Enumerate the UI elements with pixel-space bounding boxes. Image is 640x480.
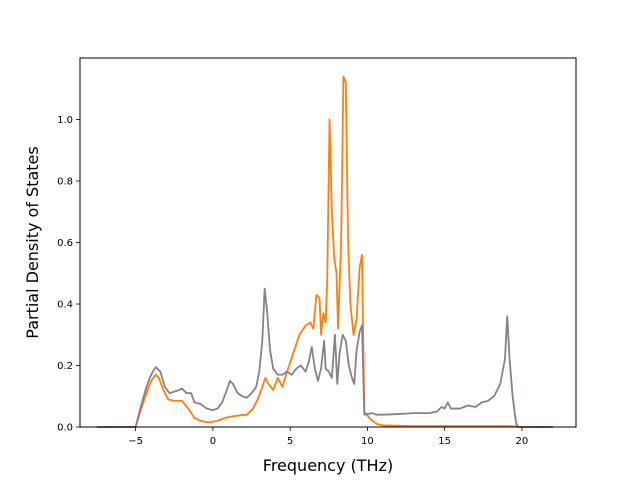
x-axis-ticks: −5 0 5 10 15 20 (128, 427, 528, 447)
series-line-2 (97, 287, 553, 428)
series-line-1 (97, 75, 553, 428)
x-tick-label: 5 (287, 436, 293, 447)
x-tick-label: 10 (361, 436, 374, 447)
x-axis-label: Frequency (THz) (263, 456, 393, 475)
plot-lines (97, 75, 553, 428)
y-tick-label: 0.8 (57, 177, 73, 188)
x-tick-label: 20 (516, 436, 529, 447)
y-axis-ticks: 0.0 0.2 0.4 0.6 0.8 1.0 (57, 115, 80, 434)
y-tick-label: 0.2 (57, 361, 73, 372)
y-tick-label: 0.0 (57, 423, 73, 434)
x-tick-label: −5 (128, 436, 143, 447)
y-tick-label: 0.4 (57, 300, 73, 311)
y-tick-label: 1.0 (57, 115, 73, 126)
x-tick-label: 15 (438, 436, 451, 447)
x-tick-label: 0 (210, 436, 216, 447)
y-axis-label: Partial Density of States (23, 146, 42, 338)
y-tick-label: 0.6 (57, 238, 73, 249)
